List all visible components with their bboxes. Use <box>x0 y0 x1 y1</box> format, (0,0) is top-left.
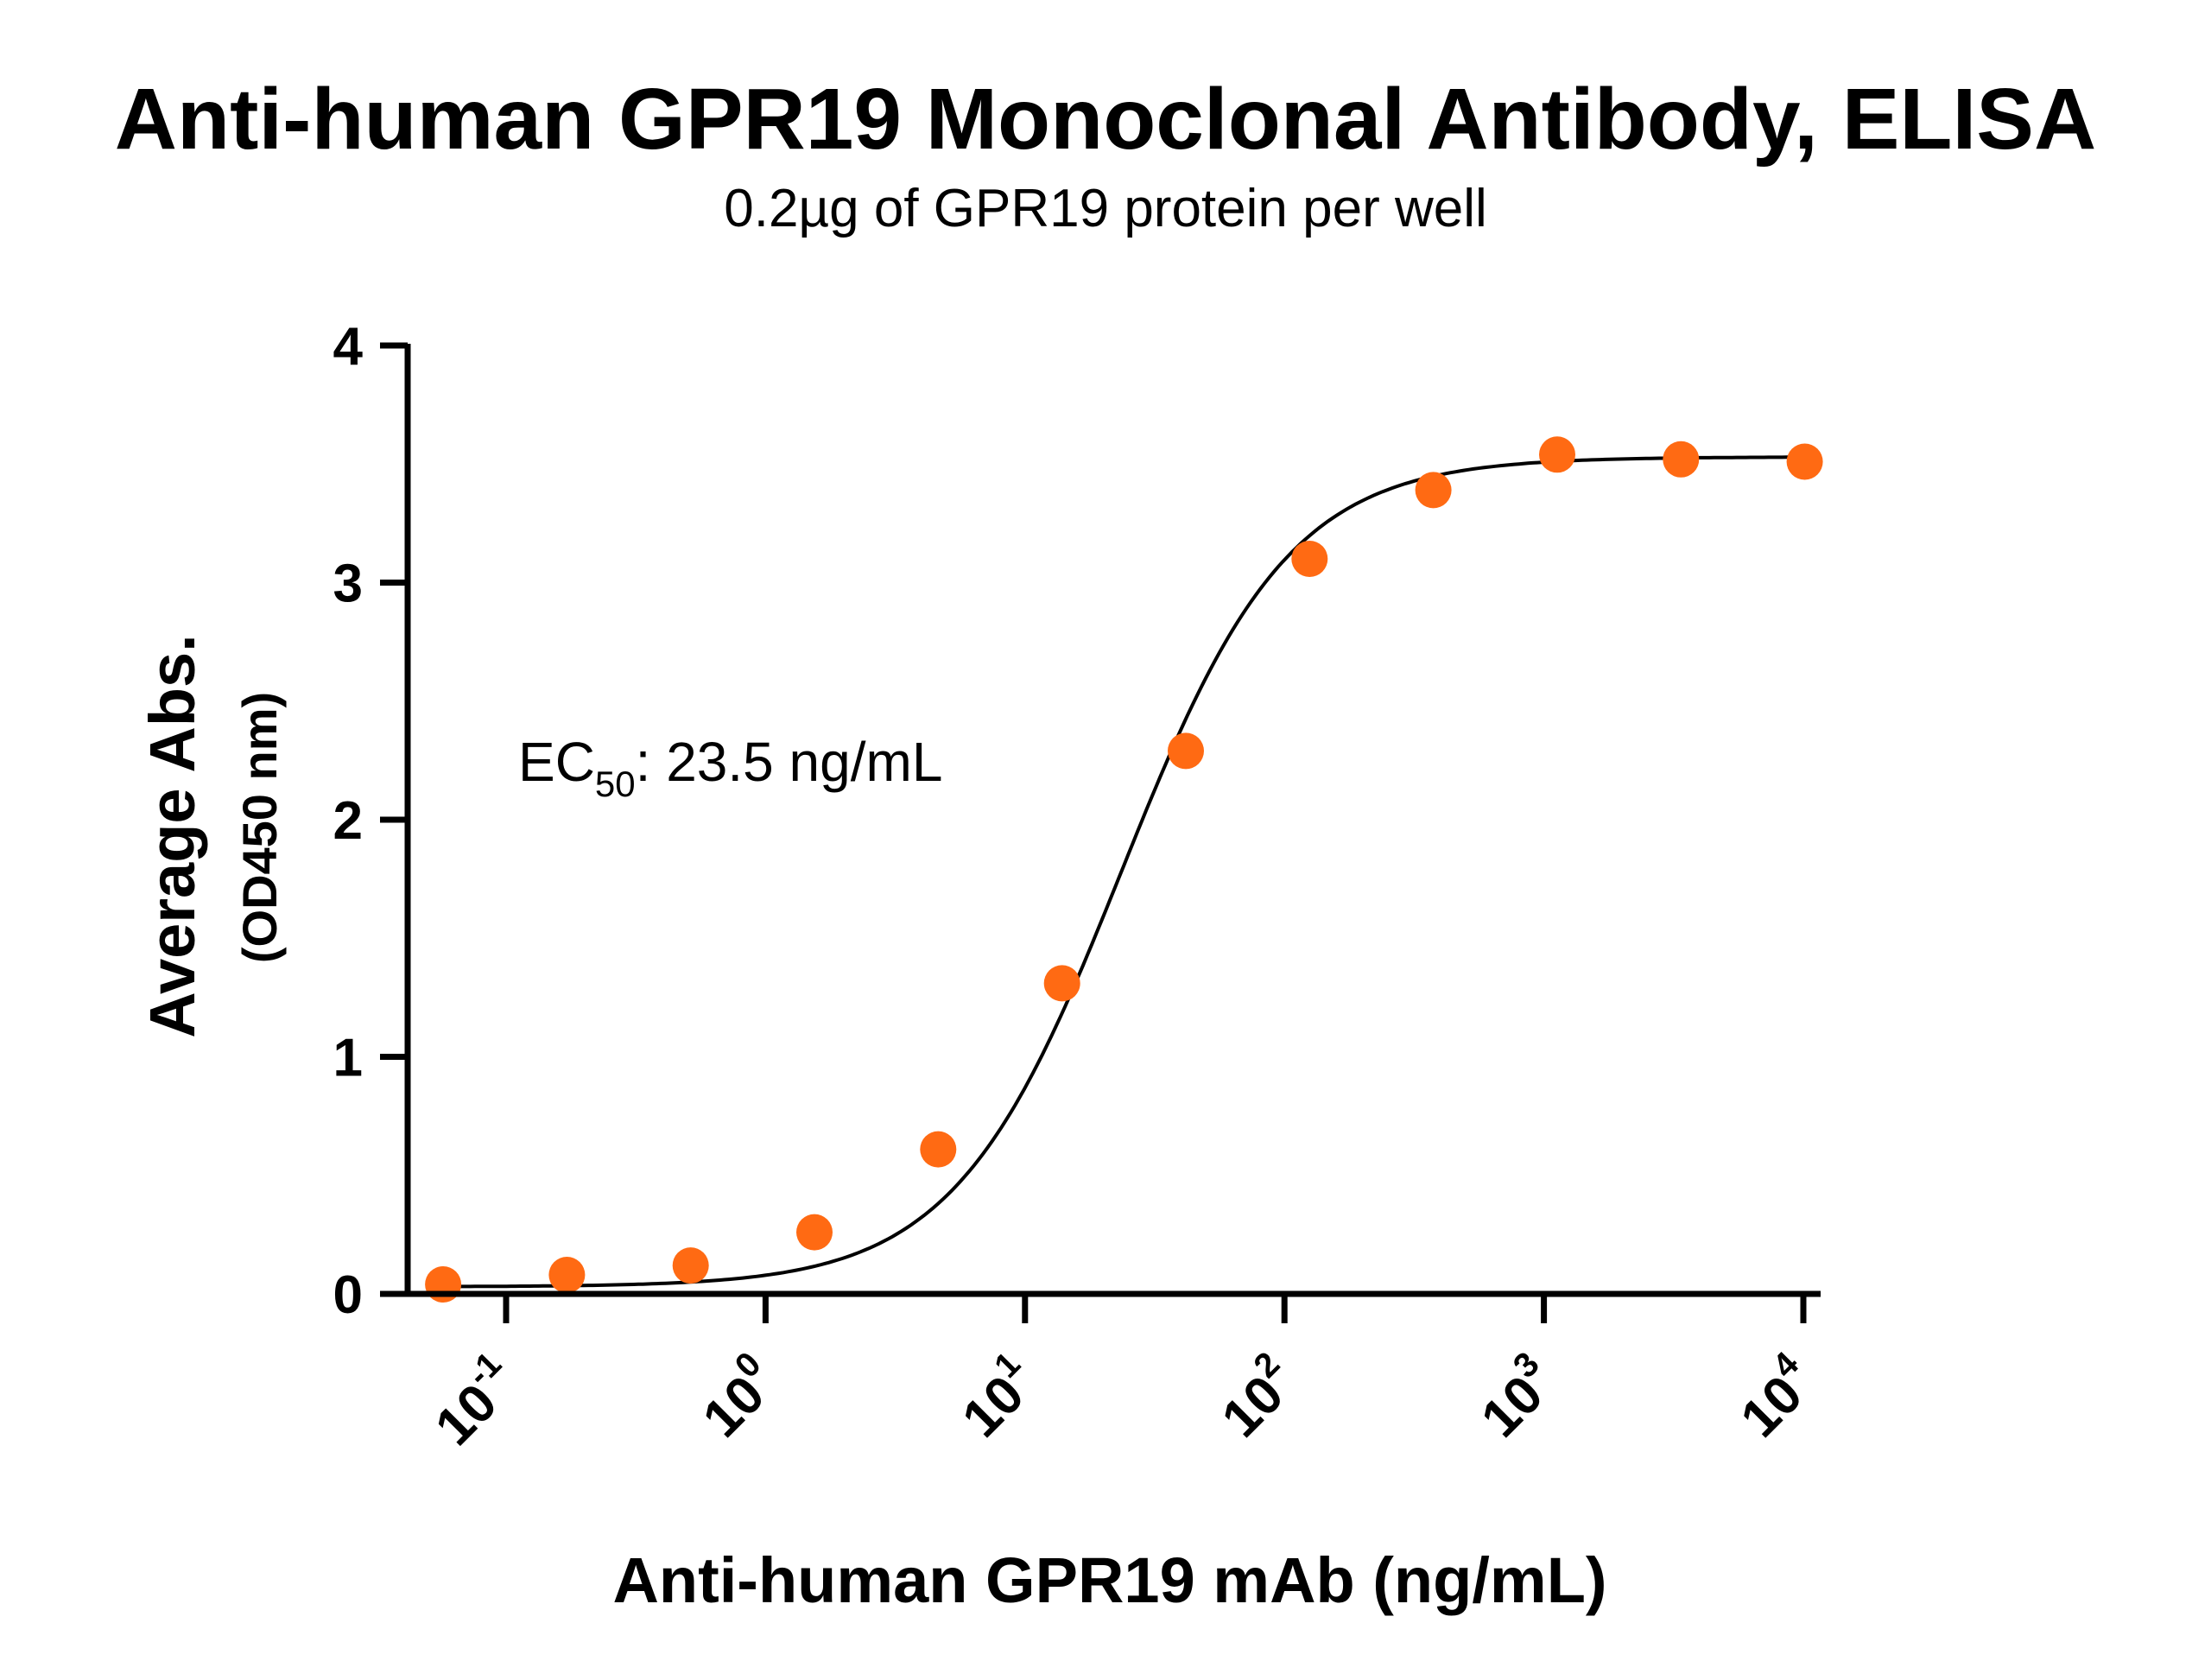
x-tick-base: 10 <box>1730 1365 1815 1449</box>
x-tick-base: 10 <box>692 1365 776 1449</box>
x-tick-label: 101 <box>945 1345 1048 1449</box>
y-axis: 0 1 2 3 4 <box>333 317 411 1325</box>
data-point <box>796 1214 833 1251</box>
fit-curve <box>443 455 1805 1289</box>
data-point <box>1539 436 1575 473</box>
data-point <box>1043 965 1080 1002</box>
x-tick-label: 102 <box>1205 1345 1308 1449</box>
ec50-prefix: EC <box>518 731 595 793</box>
data-point <box>1168 732 1204 770</box>
data-points <box>425 436 1823 1303</box>
y-tick-label: 2 <box>333 791 363 851</box>
data-point <box>1663 441 1700 478</box>
y-axis-label-units: (OD450 nm) <box>232 692 287 963</box>
ec50-value: : 23.5 ng/mL <box>636 731 943 793</box>
y-tick-label: 1 <box>333 1029 363 1088</box>
data-point <box>1786 443 1823 480</box>
y-tick-label: 3 <box>333 555 363 614</box>
data-point <box>425 1266 462 1303</box>
y-tick-label: 4 <box>333 317 364 377</box>
data-point <box>920 1131 957 1168</box>
x-axis: 10-1 100 101 102 103 104 <box>406 1290 1828 1457</box>
data-point <box>1291 541 1328 577</box>
ec50-subscript: 50 <box>595 764 636 804</box>
data-point <box>1415 472 1452 509</box>
data-point <box>672 1247 709 1284</box>
x-tick-label: 104 <box>1724 1345 1828 1449</box>
x-tick-label: 100 <box>686 1345 789 1449</box>
chart-subtitle: 0.2µg of GPR19 protein per well <box>724 179 1487 238</box>
x-axis-label: Anti-human GPR19 mAb (ng/mL) <box>612 1544 1606 1616</box>
y-axis-label: Average Abs. <box>136 634 208 1038</box>
y-tick-label: 0 <box>333 1265 363 1325</box>
data-point <box>548 1257 586 1293</box>
x-tick-base: 10 <box>1211 1365 1296 1449</box>
chart-title: Anti-human GPR19 Monoclonal Antibody, EL… <box>115 71 2096 168</box>
ec50-annotation: EC50: 23.5 ng/mL <box>518 731 942 804</box>
x-tick-base: 10 <box>1470 1365 1555 1449</box>
x-tick-label: 10-1 <box>418 1345 530 1457</box>
x-tick-base: 10 <box>951 1365 1036 1449</box>
fit-curve-group <box>443 455 1805 1289</box>
x-tick-label: 103 <box>1464 1345 1568 1449</box>
x-tick-base: 10 <box>424 1373 509 1457</box>
